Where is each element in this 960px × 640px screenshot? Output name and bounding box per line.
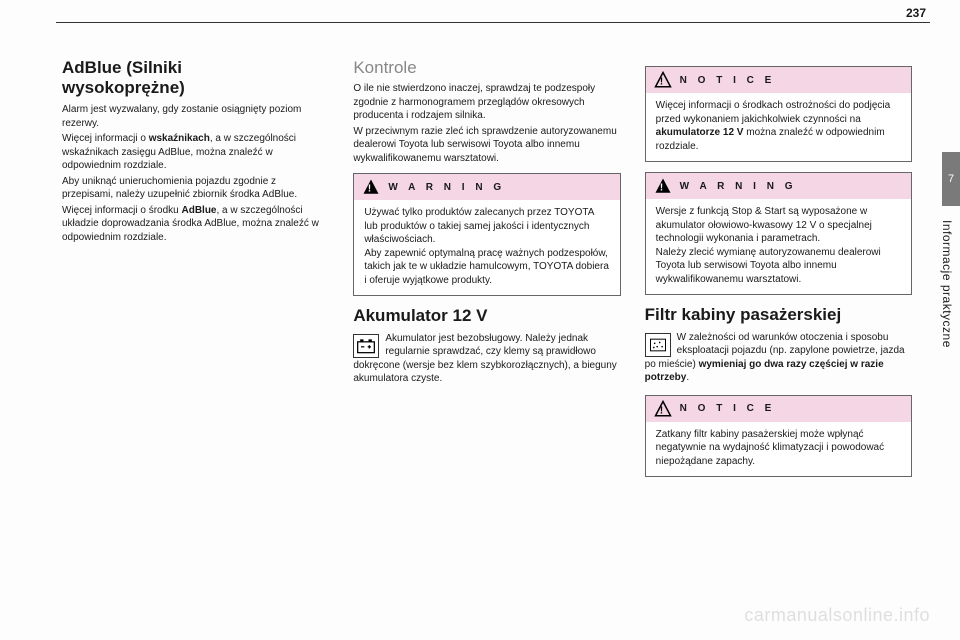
warning-callout: ! W A R N I N G Wersje z funkcją Stop & … [645, 172, 912, 295]
watermark: carmanualsonline.info [744, 605, 930, 626]
svg-text:!: ! [660, 405, 666, 416]
callout-label: N O T I C E [680, 403, 776, 414]
chapter-tab: 7 [942, 152, 960, 206]
icon-para-block: Akumulator jest bezobsługowy. Należy jed… [353, 332, 620, 388]
warning-triangle-icon: ! [654, 177, 672, 195]
notice-callout: ! N O T I C E Zatkany filtr kabiny pasaż… [645, 395, 912, 478]
para: W przeciwnym razie zleć ich sprawdzenie … [353, 125, 620, 166]
page-top-rule [56, 22, 930, 23]
column-2: Kontrole O ile nie stwierdzono inaczej, … [353, 58, 620, 600]
columns: AdBlue (Silniki wysokoprężne) Alarm jest… [62, 58, 912, 600]
akumulator-heading: Akumulator 12 V [353, 306, 620, 326]
callout-body: Wersje z funkcją Stop & Start są wyposaż… [646, 199, 911, 294]
para: Więcej informacji o środku AdBlue, a w s… [62, 204, 329, 245]
callout-label: W A R N I N G [680, 181, 797, 192]
para: Alarm jest wyzwalany, gdy zostanie osiąg… [62, 103, 329, 130]
para: Akumulator jest bezobsługowy. Należy jed… [353, 332, 620, 386]
callout-label: W A R N I N G [388, 182, 505, 193]
callout-label: N O T I C E [680, 75, 776, 86]
callout-body: Używać tylko produktów zalecanych przez … [354, 200, 619, 295]
kontrole-heading: Kontrole [353, 58, 620, 78]
text: Więcej informacji o [62, 133, 149, 144]
para: O ile nie stwierdzono inaczej, sprawdzaj… [353, 82, 620, 123]
icon-para-block: W zależności od warunków otoczenia i spo… [645, 331, 912, 387]
heading-line: AdBlue (Silniki [62, 58, 182, 77]
page-number: 237 [906, 6, 926, 20]
notice-callout: ! N O T I C E Więcej informacji o środka… [645, 66, 912, 162]
column-3: ! N O T I C E Więcej informacji o środka… [645, 58, 912, 600]
warning-callout: ! W A R N I N G Używać tylko produktów z… [353, 173, 620, 296]
svg-text:!: ! [660, 77, 666, 88]
text: Więcej informacji o środku [62, 205, 181, 216]
svg-text:!: ! [368, 184, 374, 195]
bold: wskaźnikach [149, 133, 210, 144]
para: Aby uniknąć unieruchomienia pojazdu zgod… [62, 175, 329, 202]
callout-header: ! W A R N I N G [354, 174, 619, 200]
callout-header: ! N O T I C E [646, 396, 911, 422]
bold: AdBlue [181, 205, 216, 216]
column-1: AdBlue (Silniki wysokoprężne) Alarm jest… [62, 58, 329, 600]
notice-triangle-icon: ! [654, 71, 672, 89]
text: . [686, 372, 689, 383]
heading-line: wysokoprężne) [62, 78, 185, 97]
para: W zależności od warunków otoczenia i spo… [645, 331, 912, 385]
bold: akumulatorze 12 V [656, 127, 744, 138]
side-section-label: Informacje praktyczne [940, 220, 954, 348]
callout-body: Zatkany filtr kabiny pasażerskiej może w… [646, 422, 911, 477]
para: Więcej informacji o wskaźnikach, a w szc… [62, 132, 329, 173]
notice-triangle-icon: ! [654, 400, 672, 418]
adblue-heading: AdBlue (Silniki wysokoprężne) [62, 58, 329, 97]
callout-body: Więcej informacji o środkach ostrożności… [646, 93, 911, 161]
svg-text:!: ! [660, 183, 666, 194]
warning-triangle-icon: ! [362, 178, 380, 196]
callout-header: ! W A R N I N G [646, 173, 911, 199]
callout-header: ! N O T I C E [646, 67, 911, 93]
text: Więcej informacji o środkach ostrożności… [656, 100, 891, 125]
battery-icon [353, 334, 379, 358]
cabin-filter-icon [645, 333, 671, 357]
filtr-heading: Filtr kabiny pasażerskiej [645, 305, 912, 325]
